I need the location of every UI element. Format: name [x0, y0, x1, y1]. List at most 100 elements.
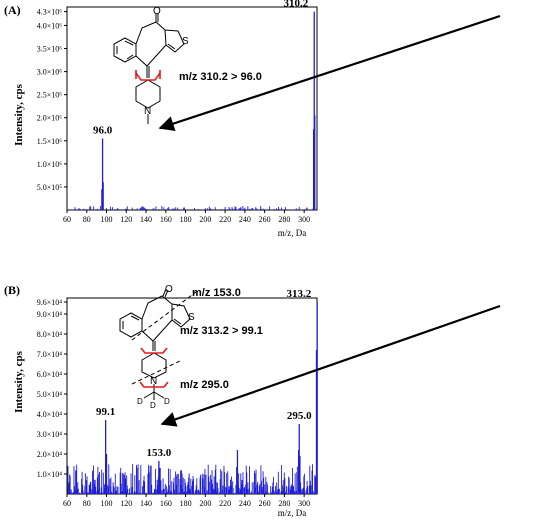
carbonyl-bond	[164, 289, 169, 298]
panel-b-peak-label: 295.0	[287, 410, 312, 422]
deuterium-bond	[143, 391, 155, 399]
panel-b-x-tick-label: 180	[180, 499, 192, 508]
thiophene-ring	[164, 29, 185, 53]
panel-b-x-tick-label: 80	[83, 499, 91, 508]
panel-b-peak-label: 99.1	[96, 406, 115, 418]
panel-b-peak-label: 313.2	[286, 288, 311, 300]
panel-a-transition-label: m/z 310.2 > 96.0	[179, 71, 262, 83]
panel-b-y-tick-label: 9.0×10⁴	[37, 310, 63, 319]
ring-bridge	[141, 295, 173, 320]
panel-b-y-tick-label: 4.0×10⁴	[37, 410, 63, 419]
panel-b: (B) Intensity, cps m/z, Da 60 80 100 120 140…	[4, 283, 501, 518]
panel-b-x-tick-label: 260	[259, 499, 271, 508]
panel-a-y-tick-label: 5.0×10⁵	[37, 183, 63, 192]
panel-a-y-tick-label: 4.0×10⁶	[37, 21, 63, 30]
deuterium-label: D	[137, 397, 143, 406]
panel-b-x-tick-label: 220	[219, 499, 231, 508]
panel-a-y-tick-label: 1.5×10⁶	[37, 137, 63, 146]
panel-a-x-axis-label: m/z, Da	[278, 228, 307, 238]
panel-b-y-tick-label: 2.0×10⁴	[37, 450, 63, 459]
panel-b-molecule-structure	[119, 288, 197, 400]
panel-a-y-axis-label: Intensity, cps	[13, 83, 25, 145]
panel-a-plot-frame	[66, 6, 318, 211]
panel-b-fragment-arrow	[160, 304, 501, 427]
oxygen-atom-label: O	[165, 284, 173, 295]
oxygen-atom-label: O	[153, 6, 161, 17]
fragmentation-cut-line	[135, 72, 161, 81]
deuterium-bond	[153, 391, 165, 399]
panel-a-label: (A)	[4, 3, 21, 17]
panel-b-x-tick-label: 160	[160, 499, 172, 508]
panel-a-x-tick-label: 140	[140, 215, 152, 224]
panel-b-x-tick-label: 300	[298, 499, 310, 508]
sulfur-atom-label: S	[182, 36, 189, 47]
thiophene-ring	[171, 303, 191, 328]
piperidine-ring	[141, 352, 167, 379]
panel-a-peak-label: 96.0	[93, 124, 113, 136]
panel-a-x-tick-label: 100	[101, 215, 113, 224]
panel-a-x-tick-label: 240	[239, 215, 251, 224]
panel-a-fragment-arrow	[158, 14, 501, 131]
panel-a-x-tick-label: 220	[219, 215, 231, 224]
panel-a-x-tick-label: 180	[180, 215, 192, 224]
deuterium-label: D	[164, 397, 170, 406]
panel-b-x-tick-label: 100	[101, 499, 113, 508]
ring-bridge	[141, 319, 173, 342]
sulfur-atom-label: S	[188, 312, 195, 323]
panel-a-x-tick-label: 280	[278, 215, 290, 224]
panel-a-x-tick-label: 160	[160, 215, 172, 224]
panel-a-x-tick-label: 120	[120, 215, 132, 224]
panel-b-x-tick-label: 200	[199, 499, 211, 508]
deuterium-label: D	[150, 401, 156, 410]
piperidine-ring	[135, 79, 161, 109]
panel-b-y-tick-label: 6.0×10⁴	[37, 370, 63, 379]
panel-b-y-tick-label: 5.0×10⁴	[37, 390, 63, 399]
panel-a-x-tick-label: 300	[298, 215, 310, 224]
panel-a-x-tick-label: 60	[63, 215, 71, 224]
fragmentation-cut-line-99	[140, 347, 168, 354]
panel-b-y-tick-label: 8.0×10⁴	[37, 330, 63, 339]
panel-a-y-tick-label: 3.5×10⁶	[37, 45, 63, 54]
panel-b-x-tick-label: 120	[120, 499, 132, 508]
panel-a-y-tick-label: 4.3×10⁶	[37, 8, 63, 17]
panel-b-x-tick-label: 60	[63, 499, 71, 508]
aromatic-bond	[126, 54, 134, 60]
panel-a: (A) Intensity, cps m/z, Da 60 80 100 120 140…	[4, 0, 501, 238]
panel-a-y-tick-label: 3.0×10⁶	[37, 68, 63, 77]
aromatic-bond	[173, 318, 182, 325]
panel-a-y-tick-label: 2.0×10⁶	[37, 114, 63, 123]
panel-b-y-axis-label: Intensity, cps	[13, 350, 25, 412]
panel-b-transition-label-313: m/z 313.2 > 99.1	[180, 325, 263, 337]
panel-b-y-tick-label: 7.0×10⁴	[37, 350, 63, 359]
panel-a-plot: 60 80 100 120 140 160 180 200 220 240 260 280 300 5.0…	[37, 0, 318, 224]
carbonyl-bond	[162, 288, 167, 297]
cleavage-line-153	[131, 291, 197, 341]
panel-b-y-tick-label: 3.0×10⁴	[37, 430, 63, 439]
panel-b-y-tick-label: 1.0×10⁴	[37, 470, 63, 479]
fragmentation-cut-line-295	[139, 381, 169, 388]
panel-b-transition-label-153: m/z 153.0	[192, 287, 241, 299]
panel-a-y-tick-label: 2.5×10⁶	[37, 91, 63, 100]
aromatic-bond	[167, 43, 176, 50]
aromatic-bond	[124, 40, 134, 46]
panel-b-x-tick-label: 280	[278, 499, 290, 508]
panel-b-y-tick-label: 9.6×10⁴	[37, 298, 63, 307]
panel-a-molecule-structure	[113, 14, 185, 124]
panel-b-x-tick-label: 140	[140, 499, 152, 508]
ring-bridge	[135, 21, 166, 45]
panel-b-x-tick-label: 240	[239, 499, 251, 508]
panel-b-peak-label: 153.0	[147, 447, 172, 459]
panel-a-y-tick-label: 1.0×10⁶	[37, 160, 63, 169]
panel-b-x-axis-label: m/z, Da	[278, 508, 307, 518]
panel-b-label: (B)	[4, 283, 20, 297]
nitrogen-atom-label: N	[144, 106, 151, 117]
nitrogen-atom-label: N	[150, 376, 157, 387]
panel-b-plot: 60 80 100 120 140 160 180 200 220 240 260 280 300 1.0…	[37, 288, 318, 508]
aromatic-bond	[130, 315, 140, 321]
panel-a-peak-label: 310.2	[283, 0, 308, 10]
panel-a-x-tick-label: 260	[259, 215, 271, 224]
panel-a-x-tick-label: 80	[83, 215, 91, 224]
panel-b-transition-label-295: m/z 295.0	[180, 379, 229, 391]
cleavage-line-295	[131, 359, 183, 385]
